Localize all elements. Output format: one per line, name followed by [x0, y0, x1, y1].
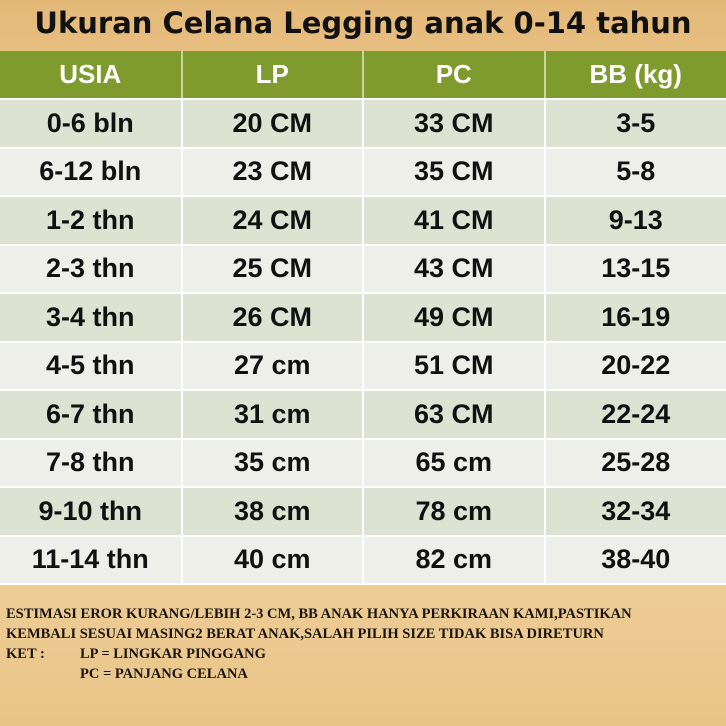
table-row: 6-12 bln 23 CM 35 CM 5-8: [0, 147, 726, 197]
cell-lp: 25 CM: [181, 244, 364, 294]
cell-bb: 32-34: [544, 487, 726, 537]
cell-bb: 22-24: [544, 390, 726, 440]
cell-pc: 65 cm: [363, 438, 546, 488]
ket-lp: LP = LINGKAR PINGGANG: [80, 646, 266, 662]
table-row: 6-7 thn 31 cm 63 CM 22-24: [0, 390, 726, 440]
cell-bb: 9-13: [544, 196, 726, 246]
cell-bb: 20-22: [544, 341, 726, 391]
table-row: 11-14 thn 40 cm 82 cm 38-40: [0, 535, 726, 585]
table-header: USIA LP PC BB (kg): [0, 51, 726, 100]
cell-lp: 27 cm: [181, 341, 364, 391]
table-row: 2-3 thn 25 CM 43 CM 13-15: [0, 244, 726, 294]
cell-bb: 38-40: [544, 535, 726, 585]
cell-pc: 41 CM: [363, 196, 546, 246]
column-header-bb: BB (kg): [544, 51, 726, 100]
cell-usia: 6-7 thn: [0, 390, 183, 440]
table-row: 4-5 thn 27 cm 51 CM 20-22: [0, 341, 726, 391]
cell-usia: 7-8 thn: [0, 438, 183, 488]
cell-usia: 11-14 thn: [0, 535, 183, 585]
cell-bb: 25-28: [544, 438, 726, 488]
cell-bb: 13-15: [544, 244, 726, 294]
column-header-usia: USIA: [0, 51, 183, 100]
table-row: 9-10 thn 38 cm 78 cm 32-34: [0, 487, 726, 537]
cell-bb: 5-8: [544, 147, 726, 197]
cell-pc: 35 CM: [363, 147, 546, 197]
table-row: 1-2 thn 24 CM 41 CM 9-13: [0, 196, 726, 246]
cell-lp: 38 cm: [181, 487, 364, 537]
notes: ESTIMASI EROR KURANG/LEBIH 2-3 CM, BB AN…: [6, 604, 632, 684]
cell-pc: 63 CM: [363, 390, 546, 440]
cell-pc: 51 CM: [363, 341, 546, 391]
cell-pc: 82 cm: [363, 535, 546, 585]
cell-usia: 3-4 thn: [0, 293, 183, 343]
cell-usia: 9-10 thn: [0, 487, 183, 537]
column-header-pc: PC: [363, 51, 546, 100]
table-row: 7-8 thn 35 cm 65 cm 25-28: [0, 438, 726, 488]
cell-usia: 6-12 bln: [0, 147, 183, 197]
cell-pc: 49 CM: [363, 293, 546, 343]
ket-pc: PC = PANJANG CELANA: [80, 666, 248, 682]
cell-pc: 43 CM: [363, 244, 546, 294]
cell-lp: 35 cm: [181, 438, 364, 488]
column-header-lp: LP: [181, 51, 364, 100]
table-row: 0-6 bln 20 CM 33 CM 3-5: [0, 99, 726, 149]
cell-lp: 40 cm: [181, 535, 364, 585]
page-title: Ukuran Celana Legging anak 0-14 tahun: [34, 6, 692, 40]
note-line-1: ESTIMASI EROR KURANG/LEBIH 2-3 CM, BB AN…: [6, 606, 632, 622]
cell-usia: 2-3 thn: [0, 244, 183, 294]
cell-usia: 4-5 thn: [0, 341, 183, 391]
note-line-2: KEMBALI SESUAI MASING2 BERAT ANAK,SALAH …: [6, 626, 604, 642]
table-row: 3-4 thn 26 CM 49 CM 16-19: [0, 293, 726, 343]
cell-bb: 3-5: [544, 99, 726, 149]
cell-pc: 78 cm: [363, 487, 546, 537]
cell-lp: 31 cm: [181, 390, 364, 440]
cell-usia: 0-6 bln: [0, 99, 183, 149]
cell-lp: 20 CM: [181, 99, 364, 149]
size-table: USIA LP PC BB (kg) 0-6 bln 20 CM 33 CM 3-5 6-12…: [0, 51, 726, 585]
cell-lp: 26 CM: [181, 293, 364, 343]
cell-bb: 16-19: [544, 293, 726, 343]
ket-label: KET :: [6, 646, 45, 662]
cell-usia: 1-2 thn: [0, 196, 183, 246]
cell-lp: 23 CM: [181, 147, 364, 197]
cell-pc: 33 CM: [363, 99, 546, 149]
cell-lp: 24 CM: [181, 196, 364, 246]
